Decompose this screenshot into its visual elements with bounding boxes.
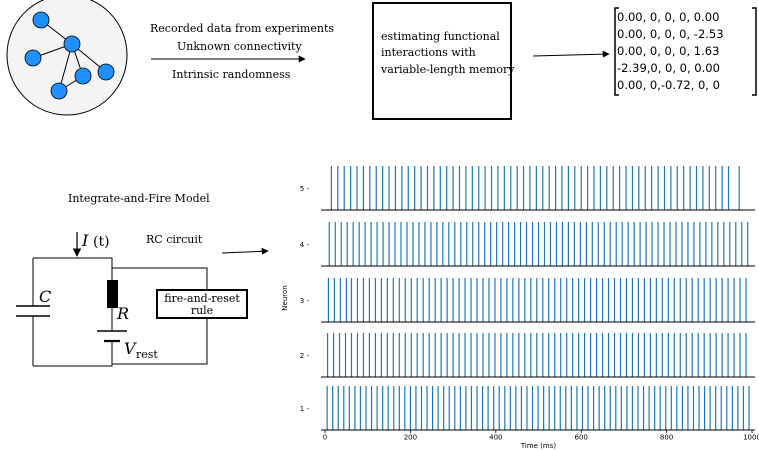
network-nodes <box>24 11 115 100</box>
network-node <box>74 67 92 85</box>
arrow-text-2: Unknown connectivity <box>177 40 302 53</box>
matrix-row: 0.00, 0,-0.72, 0, 0 <box>617 78 720 92</box>
matrix-row: -2.39,0, 0, 0, 0.00 <box>617 61 720 75</box>
top-wire <box>33 257 113 280</box>
y-tick-label: 5 - <box>300 185 310 193</box>
voltage-label: V <box>124 339 137 358</box>
estimator-frame <box>372 2 512 120</box>
x-tick-label: 0 <box>323 433 327 441</box>
y-tick-label: 2 - <box>300 352 310 360</box>
network-node <box>50 82 68 100</box>
resistor <box>107 280 118 308</box>
capacitor <box>16 305 50 317</box>
reset-rule-line-2: rule <box>191 304 213 317</box>
x-tick-label: 1000 <box>743 433 759 441</box>
if-model: Integrate-and-Fire Model I (t) C R <box>16 192 248 367</box>
y-tick-label: 1 - <box>300 405 310 413</box>
y-axis-label: Neuron <box>281 285 289 310</box>
matrix-row: 0.00, 0, 0, 0, -2.53 <box>617 27 724 41</box>
network-node <box>32 11 50 29</box>
reset-rule-line-1: fire-and-reset <box>164 292 240 305</box>
x-axis-label: Time (ms) <box>520 442 557 450</box>
resistor-label: R <box>116 304 129 323</box>
estimator-line-3: variable-length memory <box>380 63 515 76</box>
current-arg: (t) <box>93 234 110 250</box>
x-tick-label: 200 <box>404 433 417 441</box>
x-tick-label: 600 <box>575 433 588 441</box>
circuit-wires <box>32 257 208 367</box>
model-to-raster-arrow <box>221 247 269 255</box>
capacitor-label: C <box>39 287 51 306</box>
x-tick-label: 800 <box>660 433 673 441</box>
estimator-line-2: interactions with <box>381 46 476 59</box>
reset-bottom-wire <box>112 318 208 365</box>
arrow-text-1: Recorded data from experiments <box>150 22 334 35</box>
x-tick-label: 400 <box>489 433 502 441</box>
reset-top-wire <box>112 267 208 290</box>
network-diagram <box>6 0 128 116</box>
network-node <box>63 35 81 53</box>
matrix-row: 0.00, 0, 0, 0, 1.63 <box>617 44 719 58</box>
spike-raster-chart: 5 - 4 - 3 - 2 - 1 - 0 200 400 600 800 1000 Time (ms… <box>281 166 759 450</box>
y-tick-label: 3 - <box>300 297 310 305</box>
matrix-row: 0.00, 0, 0, 0, 0.00 <box>617 10 719 24</box>
network-boundary <box>6 0 128 116</box>
model-title: Integrate-and-Fire Model <box>68 192 210 205</box>
network-node <box>24 49 42 67</box>
rc-circuit-label: RC circuit <box>146 233 203 246</box>
voltage-subscript: rest <box>136 348 158 361</box>
estimator-box: estimating functional interactions with … <box>372 2 515 120</box>
reset-rule-box <box>156 289 248 319</box>
y-tick-label: 4 - <box>300 241 310 249</box>
matrix-left-bracket <box>614 7 619 96</box>
estimator-line-1: estimating functional <box>381 30 500 43</box>
matrix-right-bracket <box>752 7 757 96</box>
data-arrow-group: Recorded data from experiments Unknown c… <box>150 22 334 81</box>
estimator-arrow <box>532 50 610 58</box>
connectivity-matrix: 0.00, 0, 0, 0, 0.00 0.00, 0, 0, 0, -2.53… <box>614 7 757 96</box>
bottom-wire <box>33 341 113 367</box>
network-node <box>97 63 115 81</box>
arrow-text-3: Intrinsic randomness <box>172 68 291 81</box>
battery <box>97 330 127 343</box>
current-label: I <box>81 231 89 250</box>
